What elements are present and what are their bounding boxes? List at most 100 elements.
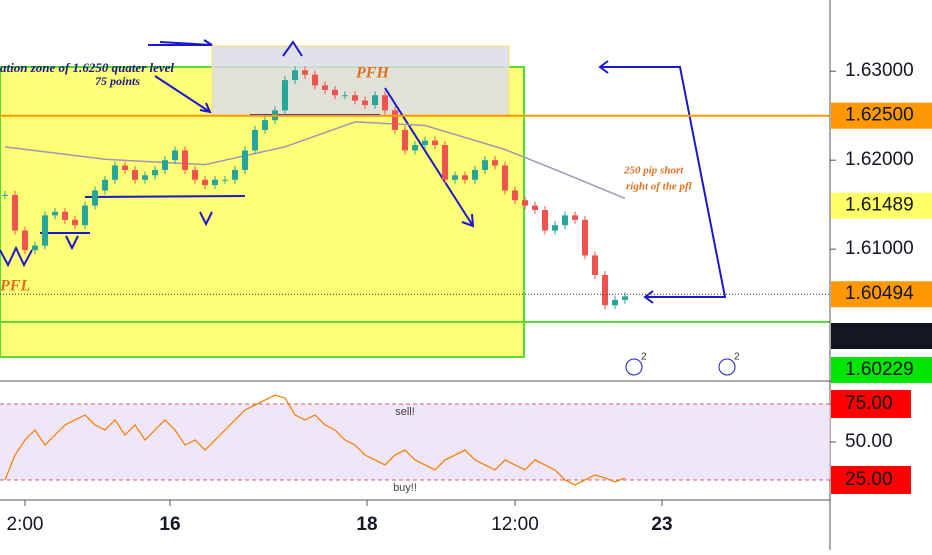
candle [32, 245, 38, 251]
candle [422, 140, 428, 146]
y-tick-label: 25.00 [845, 469, 893, 490]
candle [452, 175, 458, 180]
candle [582, 219, 588, 256]
candle [472, 169, 478, 180]
candle [412, 145, 418, 151]
event-icon[interactable] [718, 358, 736, 376]
candle [552, 225, 558, 231]
y-tick-label: 50.00 [845, 431, 893, 452]
rsi-band-label: sell! [395, 406, 415, 418]
candle [192, 169, 198, 180]
moving-average [4, 121, 626, 200]
candle [132, 169, 138, 180]
candle [282, 80, 288, 111]
x-tick-label: 16 [159, 514, 180, 535]
candle [392, 110, 398, 130]
candle [52, 211, 58, 216]
annotation: right of the pfl [626, 181, 693, 193]
candle [432, 140, 438, 146]
rsi-band-label: buy!! [393, 482, 417, 494]
candle [362, 100, 368, 106]
x-tick-label: 12:00 [491, 514, 539, 535]
candle [522, 200, 528, 206]
candle [212, 179, 218, 186]
candle [382, 95, 388, 111]
y-tick-label: 1.63000 [845, 60, 914, 81]
event-icon[interactable] [625, 358, 643, 376]
candle [262, 120, 268, 130]
candle [152, 169, 158, 176]
candle [532, 205, 538, 211]
event-badge: 2 [734, 352, 740, 363]
arrow [598, 60, 727, 304]
candle [612, 299, 618, 306]
rsi-band [0, 404, 830, 480]
x-tick-label: 18 [356, 514, 377, 535]
candle [542, 210, 548, 231]
annotation: PFL [0, 278, 30, 295]
candle [102, 179, 108, 191]
candle [512, 190, 518, 201]
x-tick-label: 23 [651, 514, 672, 535]
price-label-box [831, 357, 932, 383]
candle [602, 274, 608, 306]
candle [222, 179, 228, 181]
candle [562, 215, 568, 226]
candle [482, 160, 488, 170]
y-tick-label: 1.61000 [845, 238, 914, 259]
candle [292, 70, 298, 81]
y-tick-label: 1.62000 [845, 149, 914, 170]
candle [352, 95, 358, 101]
price-label: 1.61489 [845, 195, 914, 216]
candle [302, 70, 308, 75]
annotation: PFH [355, 65, 389, 82]
candle [122, 165, 128, 170]
candle [12, 194, 18, 231]
candle [162, 160, 168, 170]
candle [42, 215, 48, 246]
candle [322, 85, 328, 90]
candle [172, 150, 178, 161]
candle [492, 160, 498, 166]
candle [202, 179, 208, 186]
candle [22, 230, 28, 251]
arrow [154, 75, 212, 114]
candle [2, 194, 8, 196]
price-label: 1.60494 [845, 325, 914, 346]
candle [622, 296, 628, 300]
candle [372, 95, 378, 106]
y-tick-label: 75.00 [845, 393, 893, 414]
rsi-line [4, 394, 626, 486]
candle [252, 129, 258, 151]
candle [62, 211, 68, 220]
candle [72, 219, 78, 226]
price-label-box [831, 192, 932, 219]
candle [82, 205, 88, 226]
candle [592, 255, 598, 275]
candle [312, 74, 318, 86]
peak-mark [282, 40, 303, 57]
candle [182, 150, 188, 170]
arrow [384, 87, 475, 228]
candle [92, 190, 98, 206]
rsi-label-box [831, 390, 911, 419]
candle [502, 165, 508, 191]
price-label-box [831, 102, 932, 129]
annotation: 75 points [95, 74, 140, 88]
candle [112, 165, 118, 180]
rsi-label-box [831, 465, 911, 494]
price-label-box [831, 281, 932, 308]
price-label: 1.60494 [845, 283, 914, 304]
candle [572, 215, 578, 220]
candle [342, 95, 348, 97]
annotation: ation zone of 1.6250 quater level [0, 60, 174, 75]
event-badge: 2 [641, 352, 647, 363]
candle [142, 175, 148, 180]
candle [402, 129, 408, 151]
candle [242, 150, 248, 170]
price-label-box [831, 323, 932, 349]
annotation: 250 pip short [623, 165, 684, 177]
candle [332, 89, 338, 96]
candle [232, 169, 238, 180]
